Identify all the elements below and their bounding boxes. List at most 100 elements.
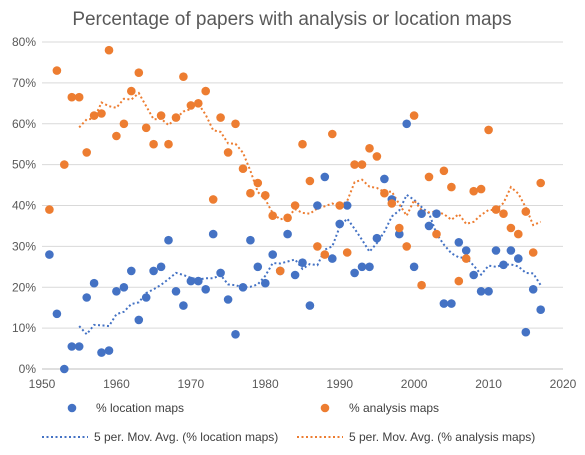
y-tick-label: 0% [19,362,37,376]
x-tick-label: 1960 [103,377,130,391]
analysis-maps-point [119,119,129,129]
axis-layer: 0% 10% 20% 30% 40% 50% 60% 70% 80% 1950 1960 1970 19… [12,35,577,391]
x-tick-label: 2010 [475,377,502,391]
location-maps-point [208,229,218,239]
analysis-maps-point [476,184,486,194]
y-tick-label: 60% [12,117,36,131]
analysis-maps-point [104,45,114,55]
analysis-maps-point [231,119,240,129]
x-tick-label: 2020 [550,377,577,391]
legend-marker [320,403,330,413]
location-maps-point [67,342,77,351]
analysis-maps-point [52,66,62,75]
y-tick-label: 80% [12,35,36,49]
location-maps-point [313,201,322,210]
analysis-maps-point [454,276,464,286]
location-maps-point [119,283,129,292]
analysis-maps-point [335,201,345,210]
analysis-maps-point [179,72,188,81]
grid-layer [42,41,563,370]
analysis-maps-point [357,160,367,169]
analysis-maps-point [461,254,471,263]
location-maps-point [514,254,523,263]
location-maps-point [521,327,531,337]
analysis-maps-point [313,242,322,251]
location-maps-point [74,342,84,351]
location-maps-point [454,238,464,247]
y-tick-label: 30% [12,239,36,253]
legend-marker [67,403,77,413]
location-maps-point [186,276,196,286]
legend-label: % location maps [96,401,184,415]
analysis-maps-point [305,176,315,186]
analysis-maps-point [268,211,278,220]
location-maps-point [350,268,359,278]
location-maps-point [112,287,121,296]
location-maps-point [328,254,337,263]
analysis-maps-point [141,123,151,133]
analysis-maps-point [484,125,493,135]
location-maps-point [261,278,270,288]
location-maps-point [342,201,352,210]
location-maps-point [45,250,54,259]
analysis-maps-point [409,111,419,120]
analysis-maps-point [365,144,374,153]
moving-average-line [78,91,542,227]
analysis-maps-point [253,178,263,188]
analysis-maps-point [60,160,69,169]
location-maps-point [372,233,382,243]
location-maps-point [290,270,300,280]
location-maps-point [395,229,404,239]
location-maps-point [179,301,188,310]
analysis-maps-point [439,166,449,176]
location-maps-point [484,287,493,296]
analysis-maps-point [290,201,300,210]
location-maps-point [164,235,173,245]
location-maps-point [528,285,538,294]
location-maps-point [305,301,315,310]
analysis-maps-point [402,242,412,251]
analysis-maps-point [97,109,106,118]
analysis-maps-point [328,129,337,139]
analysis-maps-point [261,191,270,200]
y-tick-label: 70% [12,76,36,90]
location-maps-point [409,262,419,272]
analysis-maps-point [223,148,233,157]
analysis-maps-point [275,266,285,276]
legend-label: 5 per. Mov. Avg. (% analysis maps) [349,430,535,444]
analysis-maps-point [514,229,523,239]
analysis-maps-point [521,207,531,216]
location-maps-point [231,330,240,339]
location-maps-point [194,276,203,286]
location-maps-point [402,119,412,129]
series-layer [45,45,545,374]
location-maps-point [432,209,441,218]
legend-label: % analysis maps [349,401,439,415]
analysis-maps-point [528,248,538,257]
location-maps-point [104,346,114,355]
analysis-maps-point [432,229,441,239]
location-maps-point [141,293,151,302]
analysis-maps-point [127,86,136,96]
analysis-maps-point [134,68,144,77]
analysis-maps-point [45,205,54,214]
location-maps-point [536,305,545,315]
analysis-maps-point [74,92,84,102]
location-maps-point [149,266,158,276]
analysis-maps-point [350,160,359,169]
location-maps-point [320,172,330,182]
analysis-maps-point [216,113,225,122]
analysis-maps-point [380,188,389,198]
location-maps-point [365,262,374,272]
location-maps-point [283,229,292,239]
analysis-maps-point [447,182,456,192]
analysis-maps-point [506,223,516,233]
analysis-maps-point [186,101,196,110]
y-tick-label: 50% [12,158,36,172]
location-maps-point [97,348,106,357]
legend-label: 5 per. Mov. Avg. (% location maps) [94,430,278,444]
analysis-maps-point [372,152,382,161]
analysis-maps-point [342,248,352,257]
analysis-maps-point [499,209,508,218]
location-maps-point [52,309,62,319]
